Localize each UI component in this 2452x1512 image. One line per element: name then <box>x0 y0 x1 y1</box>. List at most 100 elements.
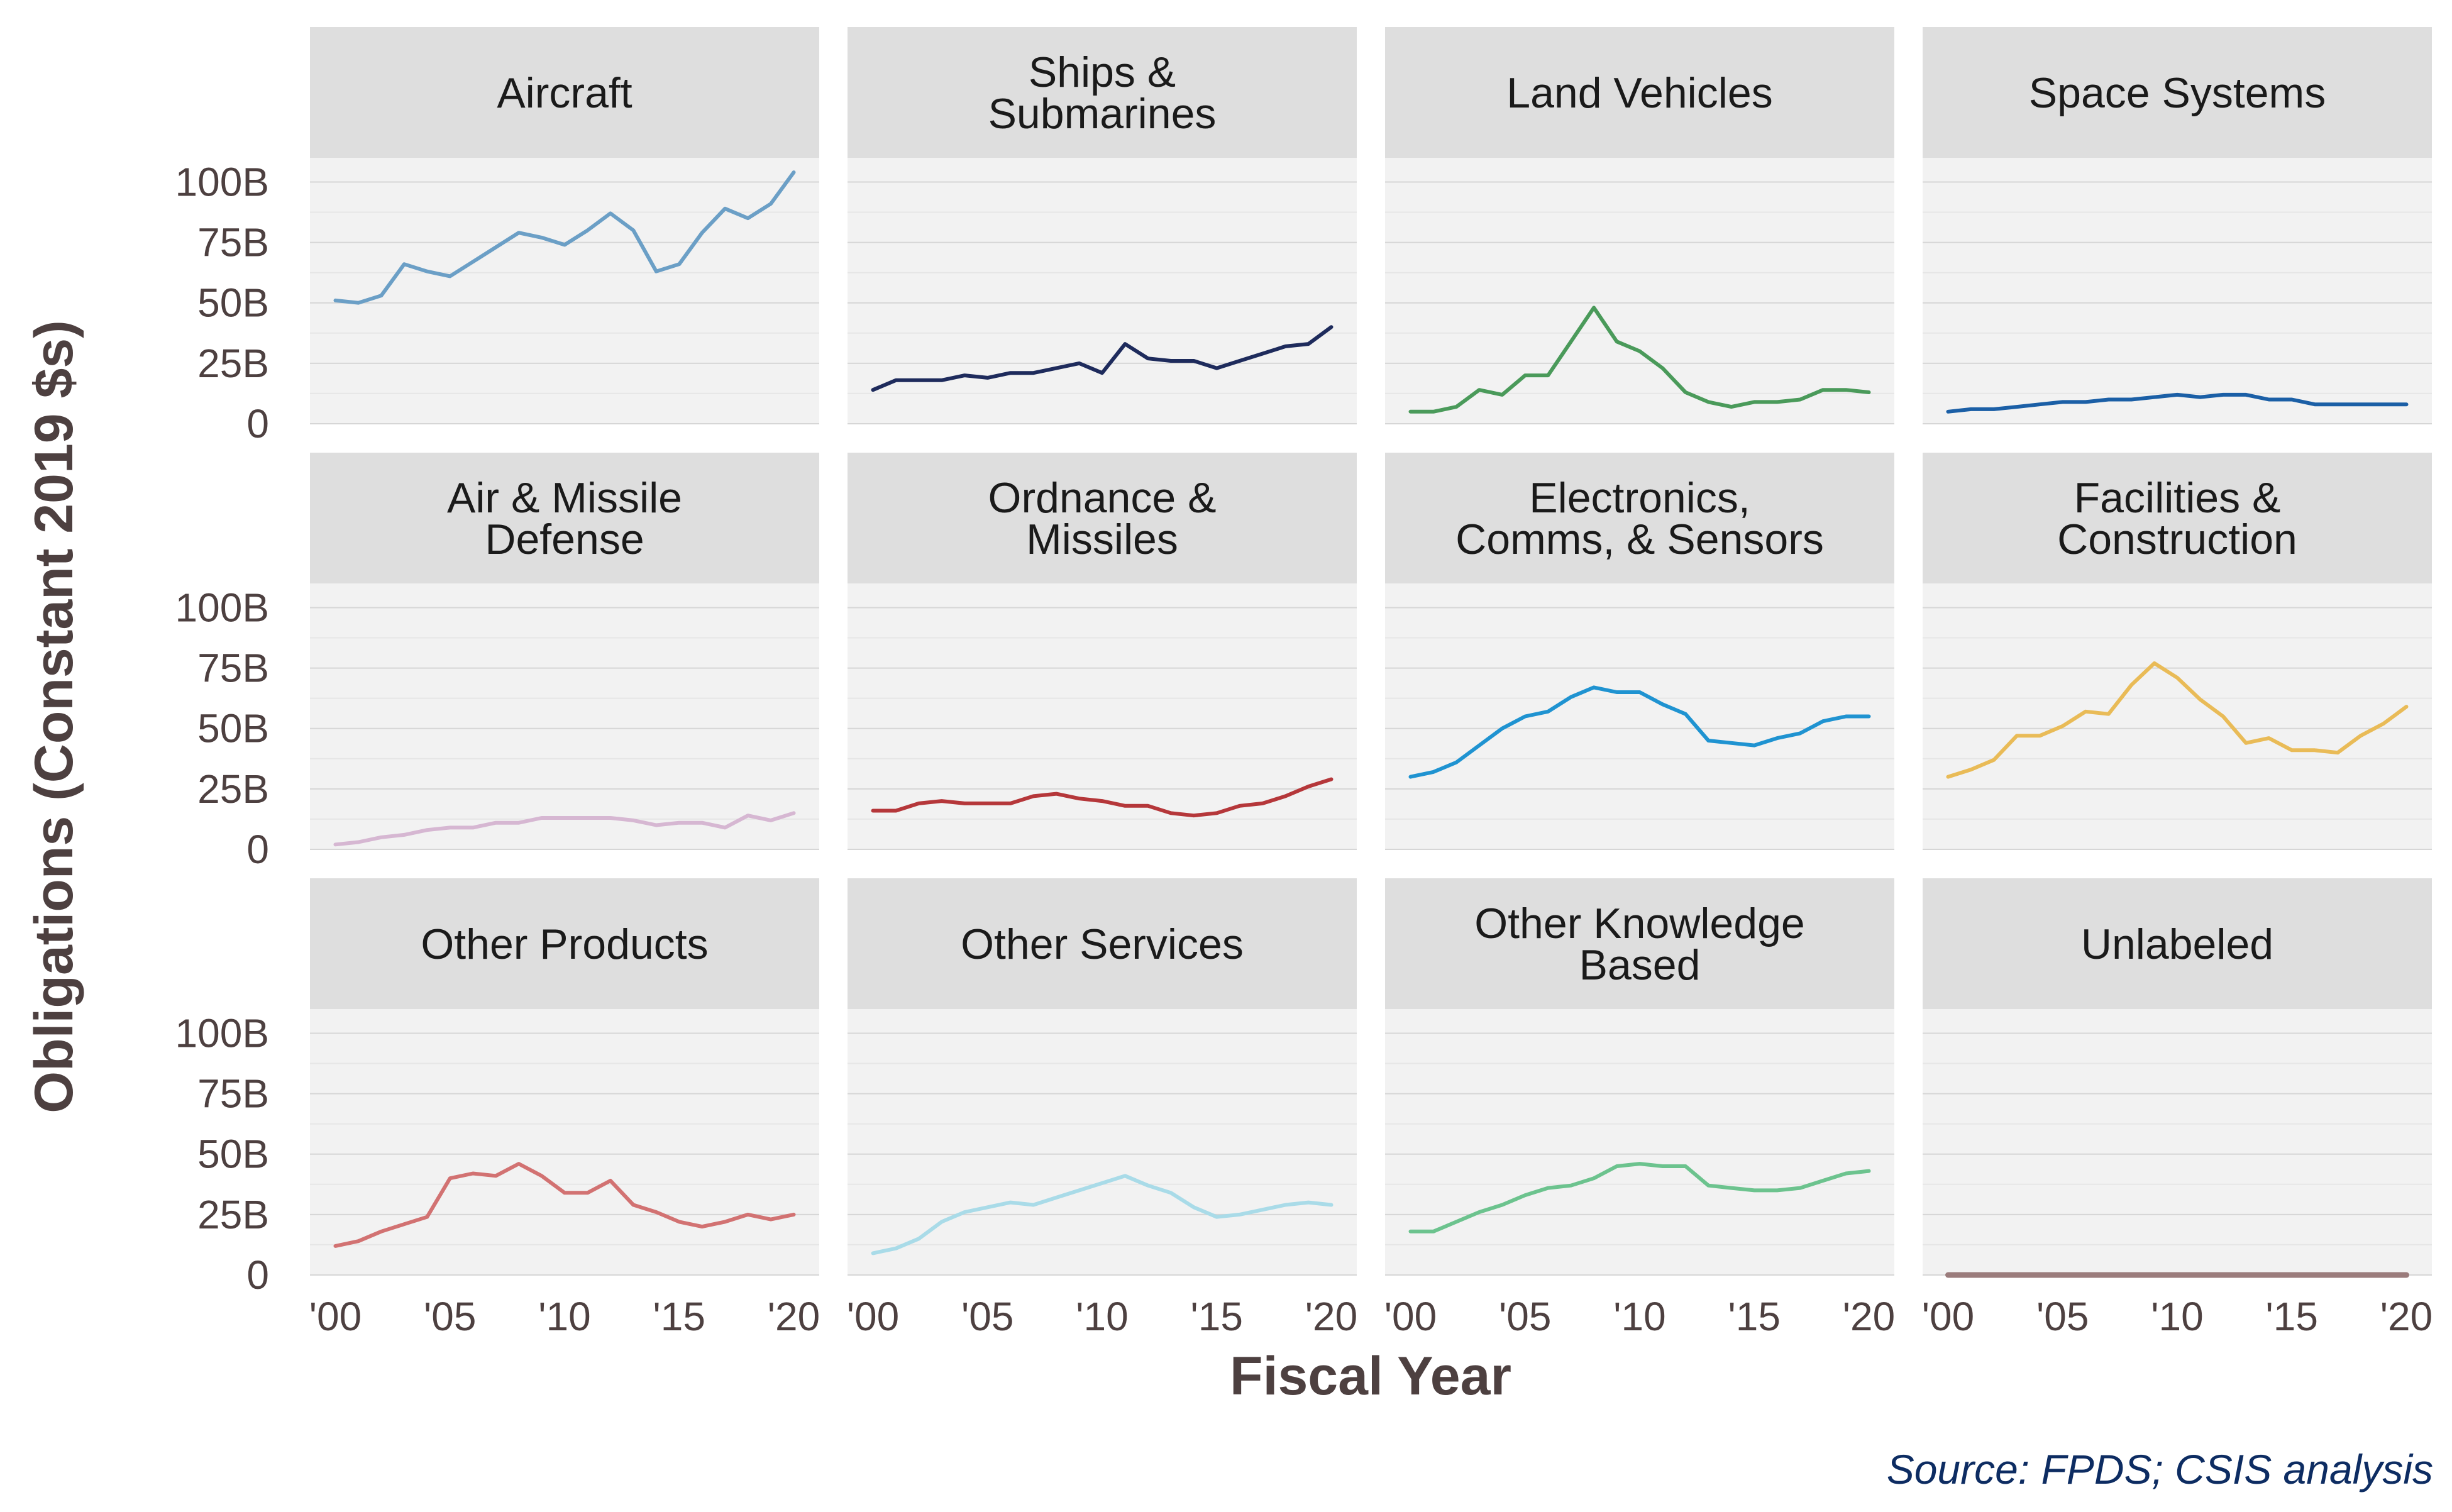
panel-12: Unlabeled '00 '05 '10 '15 '20 <box>1922 878 2433 1339</box>
panel-strip <box>310 878 819 1009</box>
panel-7: Electronics,Comms, & Sensors <box>1385 453 1894 850</box>
panel-strip <box>1923 878 2432 1009</box>
plot-background <box>1385 158 1894 424</box>
panel-strip <box>848 27 1357 158</box>
panel-strip <box>1385 878 1894 1009</box>
y-tick-label: 50B <box>197 706 269 751</box>
x-axis-title: Fiscal Year <box>1230 1346 1511 1406</box>
panel-title: Other Knowledge <box>1474 900 1804 947</box>
series-line <box>871 325 1334 392</box>
series-line <box>1408 1162 1871 1233</box>
y-tick-label: 25B <box>197 341 269 386</box>
series-line <box>333 170 796 305</box>
x-tick-label: '15 <box>1728 1294 1781 1339</box>
panel-6: Ordnance &Missiles <box>848 453 1357 850</box>
panel-title: Aircraft <box>497 69 632 117</box>
y-tick-label: 100B <box>175 1010 269 1056</box>
panel-3: Land Vehicles <box>1385 27 1894 424</box>
panel-title: Ordnance & <box>988 474 1217 522</box>
series-line <box>871 777 1334 818</box>
x-tick-label: '15 <box>653 1294 705 1339</box>
panel-title: Comms, & Sensors <box>1455 516 1824 563</box>
plot-background <box>310 158 819 424</box>
y-tick-label: 75B <box>197 1071 269 1117</box>
y-tick-label: 75B <box>197 646 269 691</box>
plot-background <box>1385 1009 1894 1275</box>
panel-title: Submarines <box>988 90 1217 138</box>
panel-strip <box>1923 27 2432 158</box>
panel-title: Other Services <box>961 920 1244 968</box>
series-line <box>1946 661 2409 779</box>
series-line <box>1408 306 1871 414</box>
y-tick-label: 100B <box>175 585 269 630</box>
y-tick-label: 0 <box>246 827 269 872</box>
panel-1: Aircraft 0 25B 50B 75B 100B <box>175 27 819 446</box>
panel-strip <box>1385 453 1894 583</box>
x-tick-label: '20 <box>768 1294 820 1339</box>
panel-title: Electronics, <box>1529 474 1750 522</box>
x-tick-label: '10 <box>2151 1294 2203 1339</box>
y-tick-label: 0 <box>246 1252 269 1298</box>
x-tick-label: '00 <box>309 1294 362 1339</box>
x-tick-label: '15 <box>2266 1294 2318 1339</box>
x-tick-label: '05 <box>2036 1294 2089 1339</box>
panel-title: Defense <box>485 516 644 563</box>
plot-background <box>310 1009 819 1275</box>
x-tick-label: '10 <box>538 1294 590 1339</box>
y-axis-title: Obligations (Constant 2019 $s) <box>24 320 84 1113</box>
x-tick-label: '15 <box>1191 1294 1243 1339</box>
y-tick-label: 50B <box>197 280 269 326</box>
series-line <box>333 1162 796 1248</box>
panel-strip <box>848 453 1357 583</box>
plot-background <box>1923 158 2432 424</box>
panel-title: Construction <box>2057 516 2297 563</box>
panel-title: Facilities & <box>2074 474 2281 522</box>
x-tick-label: '05 <box>1499 1294 1551 1339</box>
panel-8: Facilities &Construction <box>1923 453 2432 850</box>
series-line <box>871 1174 1334 1255</box>
plot-background <box>1923 583 2432 849</box>
x-tick-label: '10 <box>1613 1294 1665 1339</box>
x-tick-label: '20 <box>1843 1294 1895 1339</box>
x-tick-label: '20 <box>1305 1294 1357 1339</box>
series-line <box>1946 392 2409 414</box>
panel-strip <box>310 27 819 158</box>
x-tick-label: '00 <box>1384 1294 1437 1339</box>
panel-title: Land Vehicles <box>1506 69 1772 117</box>
y-tick-label: 100B <box>175 159 269 204</box>
x-tick-label: '00 <box>847 1294 899 1339</box>
panel-title: Ships & <box>1029 48 1176 96</box>
panel-title: Air & Missile <box>447 474 682 522</box>
series-line <box>1408 685 1871 779</box>
y-tick-label: 75B <box>197 220 269 265</box>
panel-2: Ships &Submarines <box>848 27 1357 424</box>
plot-background <box>1385 583 1894 849</box>
y-tick-label: 25B <box>197 1192 269 1237</box>
source-note: Source: FPDS; CSIS analysis <box>1887 1446 2433 1493</box>
y-tick-label: 0 <box>246 401 269 446</box>
panel-4: Space Systems <box>1923 27 2432 424</box>
panel-strip <box>1923 453 2432 583</box>
panel-title: Unlabeled <box>2081 920 2273 968</box>
x-tick-label: '10 <box>1076 1294 1128 1339</box>
x-tick-label: '20 <box>2380 1294 2433 1339</box>
panel-title: Missiles <box>1026 516 1178 563</box>
plot-background <box>310 583 819 849</box>
x-tick-label: '00 <box>1922 1294 1974 1339</box>
panel-title: Space Systems <box>2029 69 2326 117</box>
plot-background <box>1923 1009 2432 1275</box>
x-tick-label: '05 <box>961 1294 1013 1339</box>
panel-title: Other Products <box>421 920 708 968</box>
panel-strip <box>1385 27 1894 158</box>
panel-10: Other Services '00 '05 '10 '15 '20 <box>847 878 1357 1339</box>
plot-background <box>848 583 1357 849</box>
series-line <box>333 811 796 847</box>
panel-strip <box>848 878 1357 1009</box>
plot-background <box>848 158 1357 424</box>
panel-strip <box>310 453 819 583</box>
panel-9: Other Products 0 25B 50B 75B 100B '00 '05 '10 '15… <box>175 878 820 1339</box>
